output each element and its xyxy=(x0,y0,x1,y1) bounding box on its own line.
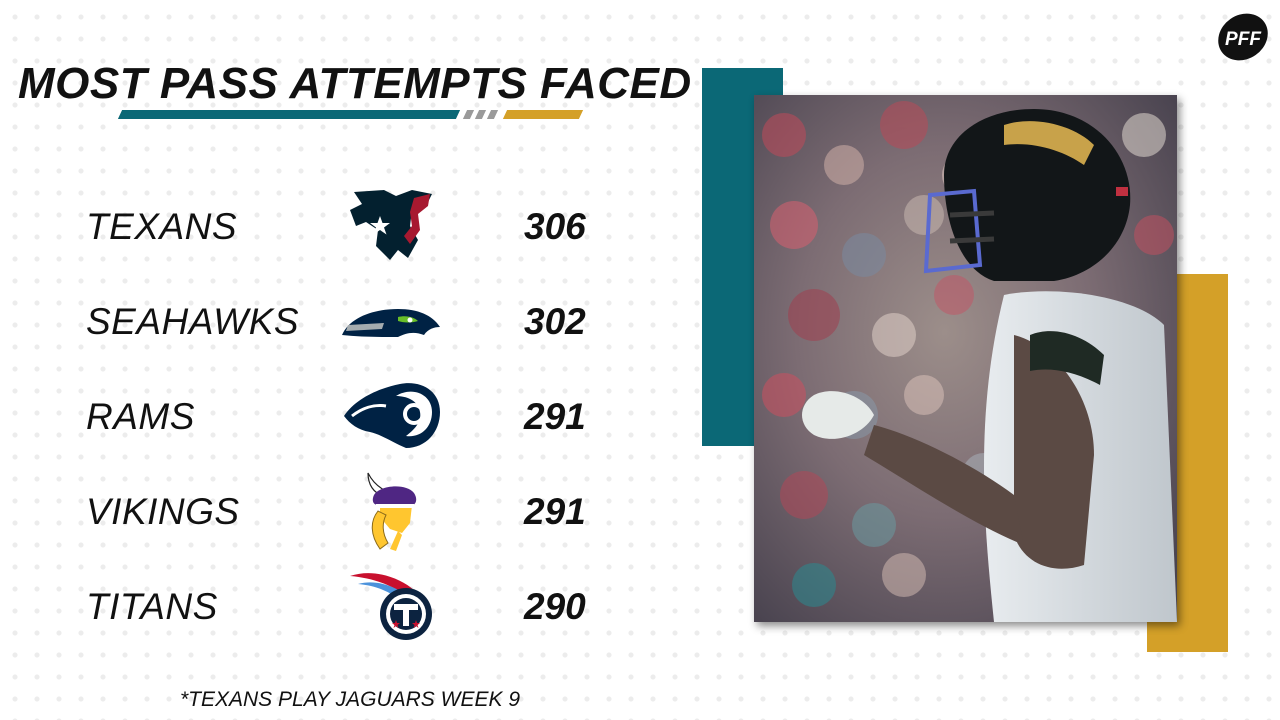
team-name: SEAHAWKS xyxy=(86,301,300,342)
title-underline-teal xyxy=(117,110,461,119)
pff-logo: PFF xyxy=(1218,13,1268,61)
svg-text:PFF: PFF xyxy=(1225,29,1262,50)
list-item: RAMS 291 xyxy=(0,376,640,456)
team-name: RAMS xyxy=(86,396,195,437)
page-title: MOST PASS ATTEMPTS FACED xyxy=(18,59,692,108)
seahawks-logo-icon xyxy=(342,309,440,337)
player-photo xyxy=(754,95,1177,622)
list-item: VIKINGS 291 xyxy=(0,471,640,551)
attempts-value: 291 xyxy=(524,491,586,532)
title-underline-dash xyxy=(474,110,487,119)
title-underline-dash xyxy=(462,110,475,119)
title-underline-gold xyxy=(502,110,584,119)
team-name: TEXANS xyxy=(86,206,238,247)
attempts-value: 290 xyxy=(524,586,586,627)
texans-logo-icon xyxy=(350,190,432,260)
attempts-value: 291 xyxy=(524,396,586,437)
list-item: TITANS 290 xyxy=(0,566,640,646)
team-name: VIKINGS xyxy=(86,491,240,532)
titans-logo-icon xyxy=(350,573,432,640)
list-item: SEAHAWKS 302 xyxy=(0,281,640,361)
title-underline-dash xyxy=(486,110,499,119)
attempts-value: 302 xyxy=(524,301,586,342)
footnote: *TEXANS PLAY JAGUARS WEEK 9 xyxy=(180,688,520,711)
list-item: TEXANS 306 xyxy=(0,186,640,266)
vikings-logo-icon xyxy=(367,472,417,551)
attempts-value: 306 xyxy=(524,206,586,247)
rams-logo-icon xyxy=(344,383,440,448)
team-name: TITANS xyxy=(86,586,218,627)
